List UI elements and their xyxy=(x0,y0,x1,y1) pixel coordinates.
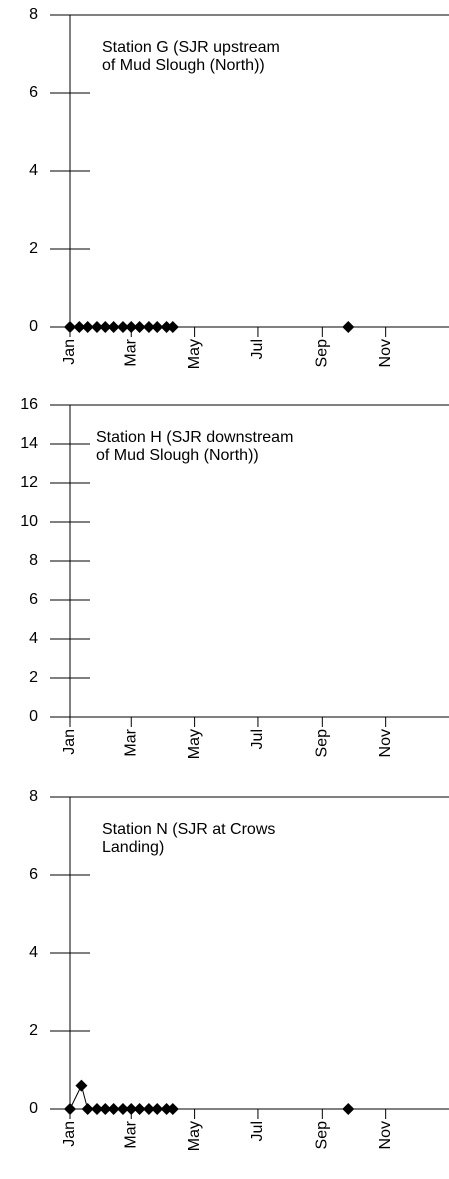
x-tick-label: Mar xyxy=(122,1120,139,1148)
marker xyxy=(142,1103,155,1115)
marker xyxy=(151,1103,164,1115)
chart-title: Station G (SJR upstream xyxy=(102,39,280,56)
y-tick-label: 2 xyxy=(29,669,38,686)
y-tick-label: 6 xyxy=(29,866,38,883)
marker xyxy=(125,321,138,333)
marker xyxy=(342,1103,355,1115)
marker xyxy=(116,321,129,333)
chart-title: Station N (SJR at Crows xyxy=(102,821,275,838)
x-tick-label: May xyxy=(186,339,203,369)
marker xyxy=(133,1103,146,1115)
marker xyxy=(125,1103,138,1115)
marker xyxy=(166,1103,179,1115)
chart-title: Station H (SJR downstream xyxy=(96,429,293,446)
y-tick-label: 8 xyxy=(29,6,38,23)
y-tick-label: 10 xyxy=(20,513,38,530)
y-tick-label: 4 xyxy=(29,944,38,961)
marker xyxy=(90,1103,103,1115)
marker xyxy=(142,321,155,333)
marker xyxy=(116,1103,129,1115)
x-tick-label: Nov xyxy=(377,339,394,367)
y-tick-label: 0 xyxy=(29,1100,38,1117)
marker xyxy=(75,1079,88,1092)
chart-title: of Mud Slough (North)) xyxy=(96,447,259,464)
marker xyxy=(342,321,355,333)
marker xyxy=(99,1103,112,1115)
y-tick-label: 12 xyxy=(20,474,38,491)
marker xyxy=(81,321,94,333)
marker xyxy=(160,321,173,333)
x-tick-label: Jan xyxy=(61,729,78,755)
chart-title: of Mud Slough (North)) xyxy=(102,57,265,74)
marker xyxy=(133,321,146,333)
x-tick-label: Sep xyxy=(314,1121,331,1150)
x-tick-label: Jul xyxy=(249,729,266,749)
y-tick-label: 6 xyxy=(29,84,38,101)
x-tick-label: Mar xyxy=(122,338,139,366)
marker xyxy=(166,321,179,333)
marker xyxy=(90,321,103,333)
x-tick-label: Sep xyxy=(314,729,331,758)
x-tick-label: Nov xyxy=(377,729,394,757)
x-tick-label: Jul xyxy=(249,1121,266,1141)
y-tick-label: 14 xyxy=(20,435,38,452)
marker xyxy=(107,1103,120,1115)
marker xyxy=(151,321,164,333)
y-tick-label: 2 xyxy=(29,240,38,257)
x-tick-label: Jan xyxy=(61,339,78,365)
marker xyxy=(64,1103,76,1115)
y-tick-label: 4 xyxy=(29,162,38,179)
x-tick-label: Nov xyxy=(377,1121,394,1149)
marker xyxy=(107,321,120,333)
x-tick-label: Mar xyxy=(122,728,139,756)
marker xyxy=(160,1103,173,1115)
marker xyxy=(64,321,76,333)
y-tick-label: 8 xyxy=(29,552,38,569)
x-tick-label: May xyxy=(186,1121,203,1151)
x-tick-label: May xyxy=(186,729,203,759)
y-tick-label: 0 xyxy=(29,708,38,725)
marker xyxy=(73,321,86,333)
marker xyxy=(99,321,112,333)
y-tick-label: 4 xyxy=(29,630,38,647)
y-tick-label: 2 xyxy=(29,1022,38,1039)
y-tick-label: 8 xyxy=(29,788,38,805)
x-tick-label: Sep xyxy=(314,339,331,368)
y-tick-label: 16 xyxy=(20,396,38,413)
x-tick-label: Jan xyxy=(61,1121,78,1147)
marker xyxy=(81,1103,94,1115)
chart-title: Landing) xyxy=(102,839,164,856)
y-tick-label: 6 xyxy=(29,591,38,608)
y-tick-label: 0 xyxy=(29,318,38,335)
x-tick-label: Jul xyxy=(249,339,266,359)
